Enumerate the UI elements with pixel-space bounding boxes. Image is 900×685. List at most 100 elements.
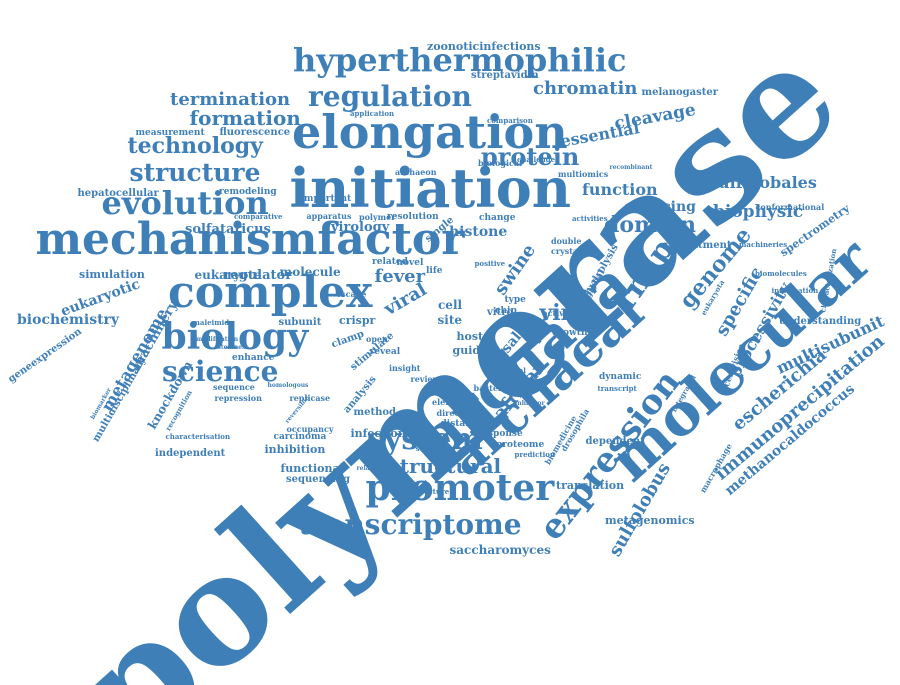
word-sulfolobales: sulfolobales — [709, 173, 817, 192]
word-elongation: elongation — [292, 105, 568, 159]
word-vitro: vitro — [487, 307, 514, 318]
word-archaeon: archaeon — [395, 167, 437, 177]
word-novel: novel — [396, 257, 424, 268]
word-activity: activity — [542, 308, 576, 318]
word-growth: growth — [552, 327, 588, 338]
word-clamp: clamp — [329, 328, 366, 351]
word-strategies: strategies — [415, 443, 455, 453]
word-cell: cell — [438, 298, 463, 312]
word-independent: independent — [155, 448, 226, 459]
word-molecule: molecule — [279, 265, 341, 279]
word-reveal: reveal — [369, 346, 401, 357]
word-eukaryote: eukaryote — [194, 268, 262, 282]
word-biology: biology — [161, 316, 309, 358]
word-challenge: challenge — [517, 154, 556, 164]
word-streptavidin: streptavidin — [471, 70, 539, 81]
word-transcriptome: transcriptome — [298, 508, 522, 541]
word-inhibitor: inhibitor — [515, 400, 545, 407]
word-fever: fever — [374, 266, 426, 287]
word-hepatocellular: hepatocellular — [77, 188, 159, 199]
word-regulator: regulator — [223, 267, 293, 283]
word-function: function — [582, 180, 658, 199]
word-crystal: crystal — [551, 246, 582, 256]
word-life: life — [426, 265, 443, 276]
word-application: application — [350, 108, 395, 118]
word-fluorescence: fluorescence — [219, 127, 291, 138]
word-infection: infection — [350, 426, 406, 440]
word-recombinant: recombinant — [609, 164, 653, 171]
word-mapping: mapping — [490, 378, 520, 385]
word-central: central — [498, 365, 526, 375]
word-functional: functional — [280, 461, 344, 475]
word-promoter: promoter — [365, 467, 555, 509]
word-biophysic: biophysic — [713, 201, 804, 222]
word-result: result — [513, 318, 547, 329]
word-technology: technology — [127, 133, 263, 159]
word-directed: directed — [436, 408, 474, 418]
word-metagenomics: metagenomics — [605, 513, 695, 527]
word-guide: guide — [452, 343, 488, 357]
word-element: element — [432, 397, 469, 407]
word-chromatin: chromatin — [533, 78, 638, 99]
word-review: review — [410, 374, 440, 384]
word-translation: translation — [556, 478, 625, 492]
word-maleimide: maleimide — [192, 317, 234, 327]
word-replicase: replicase — [289, 393, 331, 403]
word-relationship: relationship — [356, 465, 398, 472]
word-multiomics: multiomics — [558, 169, 609, 179]
word-carcinoma: carcinoma — [273, 431, 327, 442]
word-geneexpression: geneexpression — [5, 326, 84, 386]
word-recruitment: recruitment — [664, 240, 732, 251]
word-bacteria: bacteria — [473, 383, 511, 393]
word-proteome: proteome — [496, 439, 545, 450]
word-insight: insight — [389, 363, 421, 373]
word-biological: biological — [478, 158, 523, 168]
word-measurement: measurement — [135, 127, 205, 138]
word-polymer: polymer — [359, 212, 396, 222]
word-characterisation: characterisation — [165, 431, 231, 441]
word-occupancy: occupancy — [286, 424, 334, 434]
word-architecture: architecture — [400, 486, 450, 496]
word-formation: formation — [189, 106, 301, 130]
word-related: related — [372, 256, 408, 267]
word-system: system — [367, 422, 483, 457]
word-prediction: prediction — [514, 449, 556, 459]
word-zoonoticinfections: zoonoticinfections — [427, 39, 541, 53]
word-domain: domain — [604, 212, 696, 238]
word-inhibition: inhibition — [264, 442, 326, 456]
word-double: double — [551, 236, 582, 246]
word-melanogaster: melanogaster — [641, 87, 719, 98]
word-stemness: stemness — [217, 344, 249, 351]
word-sequencing: sequencing — [286, 474, 351, 485]
word-structure: structure — [129, 157, 261, 187]
word-protein: protein — [481, 142, 580, 171]
word-histone: histone — [449, 224, 508, 240]
word-biochemistry: biochemistry — [17, 312, 120, 328]
word-structural: structural — [388, 454, 502, 478]
word-apparatus: apparatus — [306, 211, 352, 221]
word-comparative: comparative — [234, 211, 283, 221]
word-dependent: dependent — [585, 436, 645, 447]
word-escape: escape — [336, 289, 367, 299]
word-comparison: comparison — [487, 115, 533, 125]
word-virus: virus — [539, 300, 601, 326]
word-method: method — [353, 407, 397, 418]
word-dynamic: dynamic — [599, 371, 642, 382]
word-initiation: initiation — [289, 156, 571, 220]
word-response: response — [477, 428, 523, 439]
word-complex: complex — [168, 267, 373, 318]
word-homologous: homologous — [267, 382, 309, 389]
word-simulation: simulation — [79, 267, 145, 281]
word-virology: virology — [331, 219, 390, 235]
word-crispr: crispr — [339, 313, 376, 327]
word-distance: distance — [440, 418, 484, 429]
word-change: change — [479, 212, 516, 223]
word-resolution: resolution — [387, 211, 439, 222]
word-information: information — [771, 285, 819, 295]
word-silencing: silencing — [624, 199, 696, 215]
word-important: important — [300, 193, 352, 204]
word-remodeling: remodeling — [219, 186, 277, 197]
word-type: type — [504, 294, 526, 305]
word-enhance: enhance — [232, 352, 275, 363]
